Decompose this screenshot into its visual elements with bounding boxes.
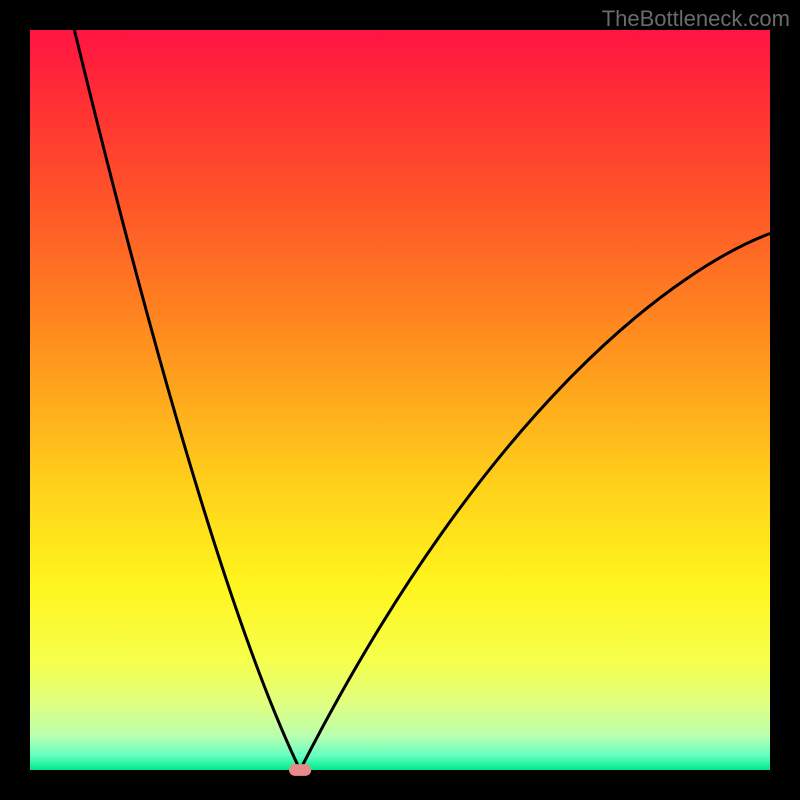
plot-background <box>30 30 770 770</box>
chart-svg <box>0 0 800 800</box>
watermark-text: TheBottleneck.com <box>602 6 790 32</box>
bottleneck-chart: TheBottleneck.com <box>0 0 800 800</box>
minimum-marker <box>289 764 311 776</box>
